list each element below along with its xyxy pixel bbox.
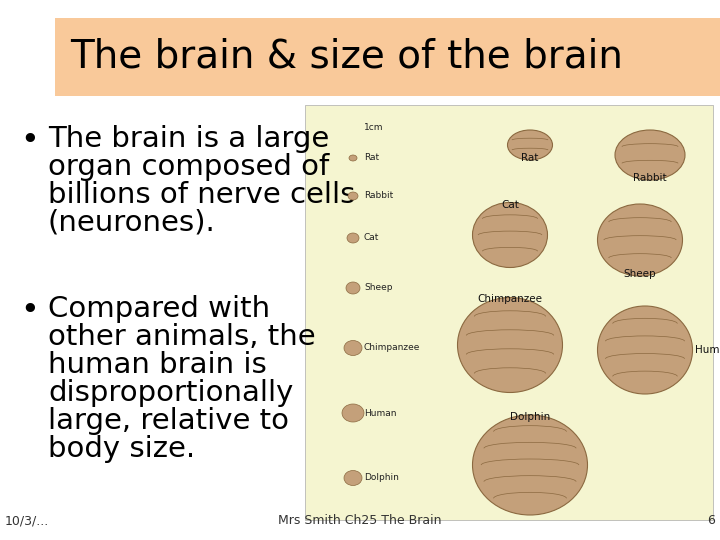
Ellipse shape — [346, 282, 360, 294]
Text: Chimpanzee: Chimpanzee — [364, 343, 420, 353]
Ellipse shape — [347, 233, 359, 243]
Text: Cat: Cat — [501, 199, 519, 210]
Ellipse shape — [344, 470, 362, 485]
Text: organ composed of: organ composed of — [48, 153, 329, 181]
Text: 10/3/...: 10/3/... — [5, 514, 49, 527]
Text: Rabbit: Rabbit — [364, 192, 393, 200]
Text: 6: 6 — [707, 514, 715, 527]
Text: billions of nerve cells: billions of nerve cells — [48, 181, 356, 209]
Ellipse shape — [615, 130, 685, 180]
Text: other animals, the: other animals, the — [48, 323, 315, 351]
Text: Compared with: Compared with — [48, 295, 270, 323]
Bar — [305, 105, 713, 520]
Text: Rat: Rat — [364, 153, 379, 163]
Text: The brain & size of the brain: The brain & size of the brain — [70, 38, 623, 76]
Text: Cat: Cat — [364, 233, 379, 242]
Text: Sheep: Sheep — [624, 269, 657, 279]
Text: •: • — [20, 295, 39, 326]
Text: Dolphin: Dolphin — [364, 474, 399, 483]
Text: large, relative to: large, relative to — [48, 407, 289, 435]
Ellipse shape — [348, 192, 358, 200]
Text: Chimpanzee: Chimpanzee — [477, 294, 542, 305]
Text: 1cm: 1cm — [364, 124, 384, 132]
Text: Dolphin: Dolphin — [510, 412, 550, 422]
Text: Rabbit: Rabbit — [633, 173, 667, 183]
Text: The brain is a large: The brain is a large — [48, 125, 329, 153]
Text: human brain is: human brain is — [48, 351, 266, 379]
Text: Human: Human — [696, 345, 720, 355]
Bar — [55, 18, 720, 96]
Text: •: • — [20, 125, 39, 156]
Ellipse shape — [598, 204, 683, 276]
Ellipse shape — [344, 341, 362, 355]
Text: (neurones).: (neurones). — [48, 209, 216, 237]
Text: Mrs Smith Ch25 The Brain: Mrs Smith Ch25 The Brain — [278, 514, 442, 527]
Ellipse shape — [508, 130, 552, 160]
Ellipse shape — [472, 202, 547, 267]
Text: Sheep: Sheep — [364, 284, 392, 293]
Ellipse shape — [349, 155, 357, 161]
Ellipse shape — [598, 306, 693, 394]
Ellipse shape — [457, 298, 562, 393]
Text: Human: Human — [364, 408, 397, 417]
Text: Rat: Rat — [521, 153, 539, 163]
Ellipse shape — [472, 415, 588, 515]
Text: disproportionally: disproportionally — [48, 379, 293, 407]
Text: body size.: body size. — [48, 435, 195, 463]
Ellipse shape — [342, 404, 364, 422]
